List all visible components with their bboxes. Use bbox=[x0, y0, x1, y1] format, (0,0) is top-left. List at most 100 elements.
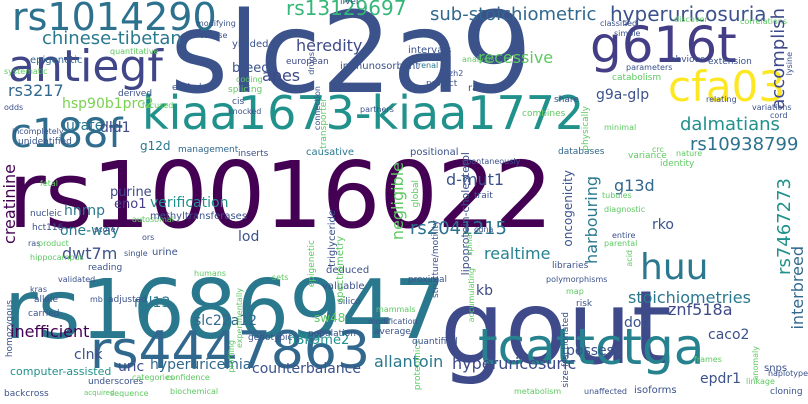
word: modifying bbox=[196, 19, 236, 28]
word: renal bbox=[418, 61, 439, 70]
word: rs3217 bbox=[8, 81, 64, 100]
word: european bbox=[286, 57, 329, 67]
word: average bbox=[374, 327, 411, 337]
word: rpl13 bbox=[134, 295, 171, 311]
word: categories bbox=[132, 373, 174, 382]
word: stoichiometries bbox=[628, 288, 751, 307]
word: ors bbox=[142, 233, 155, 242]
word: computer-assisted bbox=[10, 365, 112, 378]
word: cord bbox=[770, 111, 788, 120]
word: hippocampus bbox=[30, 253, 84, 262]
word: antiegf bbox=[8, 41, 163, 92]
word: kiaa1673-kiaa1772 bbox=[142, 86, 585, 140]
word: knocked bbox=[228, 107, 262, 116]
word: share bbox=[554, 95, 579, 105]
word: huu bbox=[640, 247, 709, 288]
word: incompletely bbox=[12, 127, 64, 136]
word: hnrnp bbox=[64, 203, 106, 219]
word: rs1014290 bbox=[12, 0, 217, 39]
word: silico bbox=[338, 297, 361, 307]
word: coding bbox=[236, 75, 263, 84]
word: znf518a bbox=[668, 300, 733, 319]
word: analysis bbox=[462, 55, 495, 64]
word: isoforms bbox=[634, 385, 677, 396]
word: physically bbox=[581, 106, 591, 151]
word: kras bbox=[30, 285, 47, 294]
word: purine bbox=[110, 185, 152, 200]
word: snps bbox=[764, 363, 788, 374]
word: carried bbox=[28, 309, 60, 319]
word: hsp90b1prc2 bbox=[62, 96, 154, 112]
word: entire bbox=[612, 231, 636, 240]
word: named bbox=[346, 83, 378, 93]
word: lod bbox=[238, 229, 260, 245]
word: acquired bbox=[84, 389, 115, 397]
word: validated bbox=[58, 275, 96, 284]
word: excluded bbox=[172, 83, 213, 93]
word: deduced bbox=[326, 265, 370, 276]
word: sets bbox=[272, 273, 289, 282]
word: rs10016022 bbox=[8, 142, 553, 249]
word: backcross bbox=[4, 389, 49, 399]
word: recessive bbox=[478, 48, 554, 67]
word: confidence bbox=[166, 373, 210, 382]
word: one-way bbox=[60, 223, 120, 239]
word: tubules bbox=[602, 191, 632, 200]
word: derived bbox=[118, 89, 153, 99]
word: verification bbox=[150, 195, 229, 211]
word: focused bbox=[142, 101, 174, 110]
word: heredity bbox=[296, 36, 363, 55]
word: dld1 bbox=[100, 120, 131, 136]
word: rs10938799 bbox=[690, 134, 799, 155]
word: inefficient bbox=[10, 322, 90, 341]
word: caco2 bbox=[708, 327, 750, 343]
word: crc bbox=[652, 145, 664, 154]
word: positional bbox=[410, 147, 459, 158]
word: g616t bbox=[590, 16, 737, 74]
word: homozygous bbox=[5, 300, 15, 358]
word: databases bbox=[558, 147, 605, 157]
word: clnk bbox=[74, 347, 103, 363]
word: cfa03 bbox=[668, 62, 786, 111]
word: chinese-tibetan bbox=[42, 28, 182, 49]
word: linkage bbox=[746, 377, 775, 386]
word: autosomal bbox=[132, 215, 174, 224]
word: identity bbox=[660, 159, 695, 169]
word: ras bbox=[28, 239, 41, 248]
word: relating bbox=[706, 95, 737, 104]
word: apes bbox=[262, 66, 301, 85]
word: proximal bbox=[408, 275, 448, 285]
word: intervals bbox=[408, 45, 452, 56]
word: variance bbox=[628, 151, 667, 161]
word: rko bbox=[652, 217, 674, 233]
word: nature bbox=[676, 149, 703, 158]
word: realtime bbox=[484, 244, 551, 263]
word: accumulating bbox=[467, 268, 476, 323]
word: possess bbox=[566, 343, 622, 359]
word: dog bbox=[624, 315, 651, 331]
word: cis bbox=[232, 97, 245, 107]
word: d-mut1 bbox=[446, 170, 505, 189]
word: parental bbox=[604, 239, 638, 248]
word: acid bbox=[625, 250, 634, 267]
word: sw48 bbox=[314, 311, 346, 325]
word: transporter bbox=[319, 98, 329, 149]
word: liver bbox=[340, 0, 360, 7]
word: drugs bbox=[307, 52, 316, 75]
word: mb bbox=[90, 295, 103, 304]
word: population bbox=[308, 329, 356, 339]
word: discover bbox=[674, 15, 708, 24]
word: unaffected bbox=[584, 387, 628, 396]
word: rs4447863 bbox=[90, 321, 371, 381]
word: underscores bbox=[88, 377, 144, 387]
word: quantified bbox=[412, 337, 458, 347]
word: genotypic bbox=[248, 333, 293, 343]
word: eno1 bbox=[114, 197, 147, 212]
word: rs1686947 bbox=[4, 263, 446, 358]
word: oncogenicity bbox=[561, 170, 575, 247]
word: slc22a12 bbox=[194, 313, 258, 329]
word: causative bbox=[306, 147, 355, 158]
word: urine bbox=[152, 247, 178, 258]
word: interbreed bbox=[788, 246, 807, 330]
